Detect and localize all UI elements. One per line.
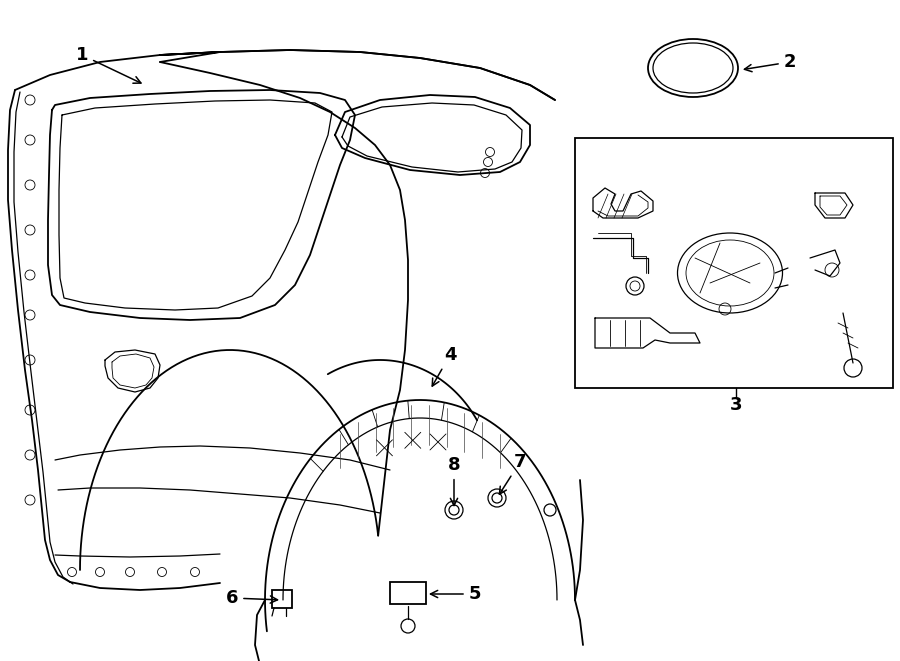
Text: 2: 2 <box>744 53 796 71</box>
Text: 7: 7 <box>500 453 526 494</box>
Bar <box>272 590 292 608</box>
Text: 6: 6 <box>226 589 277 607</box>
Text: 5: 5 <box>430 585 482 603</box>
Text: 4: 4 <box>432 346 456 386</box>
Bar <box>575 138 893 388</box>
Text: 1: 1 <box>76 46 141 83</box>
Text: 3: 3 <box>730 396 742 414</box>
Text: 8: 8 <box>447 456 460 506</box>
Bar <box>390 582 426 604</box>
